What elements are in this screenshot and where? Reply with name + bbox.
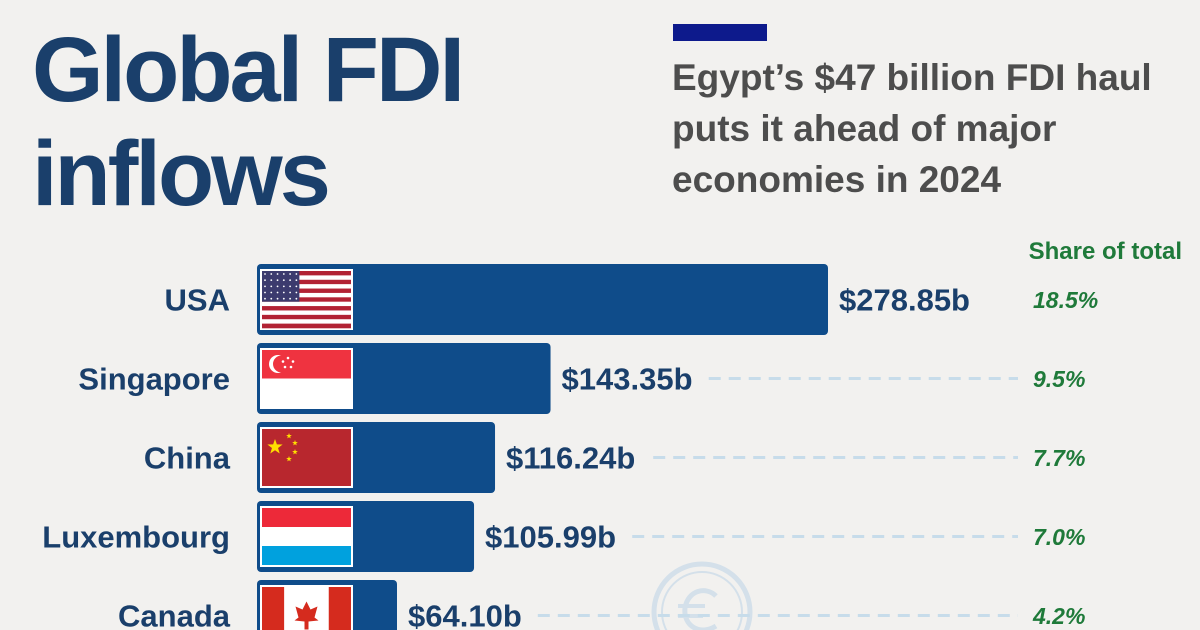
value-label-luxembourg: $105.99b: [485, 520, 616, 555]
category-label-singapore: Singapore: [78, 362, 230, 397]
value-label-usa: $278.85b: [839, 283, 970, 318]
luxembourg-flag-icon: [260, 506, 353, 567]
category-label-china: China: [144, 441, 231, 476]
share-label-usa: 18.5%: [1033, 287, 1098, 313]
bar-usa: [257, 264, 828, 335]
value-label-singapore: $143.35b: [562, 362, 693, 397]
category-label-usa: USA: [165, 283, 230, 318]
subtitle: Egypt’s $47 billion FDI haul puts it ahe…: [672, 57, 1152, 200]
share-label-singapore: 9.5%: [1033, 366, 1085, 392]
china-flag-icon: [260, 427, 353, 488]
category-label-canada: Canada: [118, 599, 231, 630]
canada-flag-icon: [260, 585, 353, 630]
share-label-luxembourg: 7.0%: [1033, 524, 1085, 550]
page-title: Global FDI inflows: [32, 18, 465, 226]
value-label-china: $116.24b: [506, 441, 635, 476]
share-label-canada: 4.2%: [1032, 603, 1085, 629]
watermark-euro-coin-icon: [651, 561, 753, 630]
title-line-2: inflows: [32, 123, 331, 225]
category-label-luxembourg: Luxembourg: [42, 520, 230, 555]
share-label-china: 7.7%: [1033, 445, 1085, 471]
accent-bar: [673, 24, 767, 41]
singapore-flag-icon: [260, 348, 353, 409]
share-column-header: Share of total: [1028, 238, 1182, 265]
value-label-canada: $64.10b: [408, 599, 522, 630]
usa-flag-icon: [260, 269, 353, 330]
title-line-1: Global FDI: [32, 19, 465, 121]
